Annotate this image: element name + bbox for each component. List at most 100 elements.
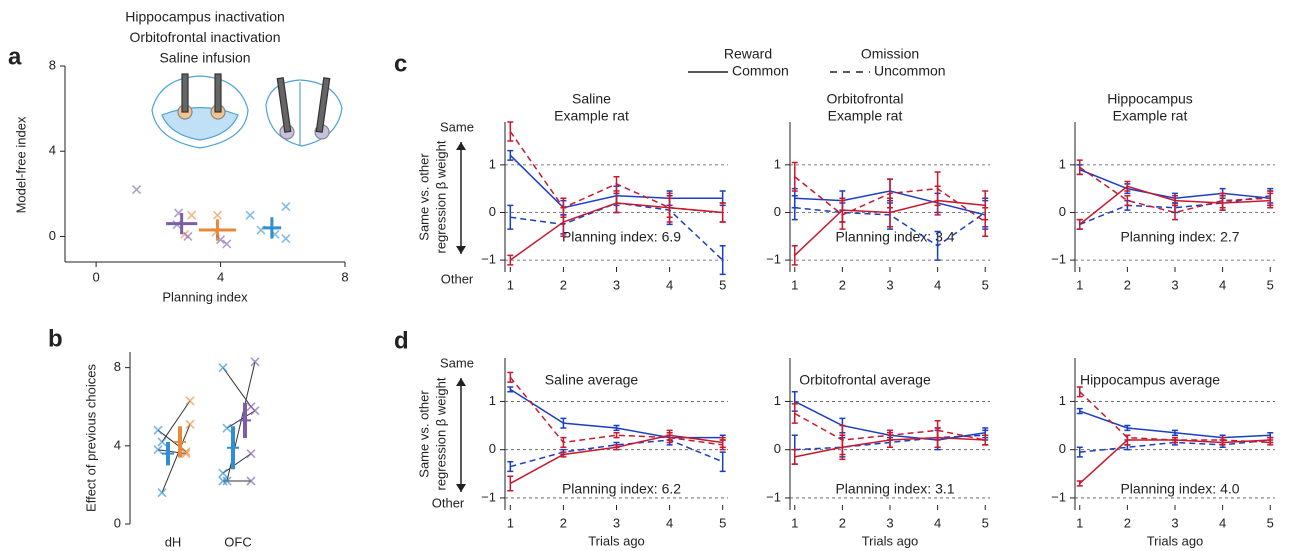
error-bar: [1124, 195, 1131, 207]
x-tick-label: 3: [1171, 515, 1178, 530]
pair-line: [222, 367, 252, 408]
error-bar: [1124, 424, 1131, 432]
cannula: [315, 77, 331, 133]
error-bar: [1267, 190, 1274, 207]
annotation: Planning index: 2.7: [1120, 229, 1239, 245]
annotation: Planning index: 6.9: [562, 229, 681, 245]
x-tick-label: 5: [1267, 277, 1274, 292]
y-tick-label: 1: [489, 156, 496, 171]
point: [181, 447, 191, 457]
error-bar: [507, 475, 514, 492]
point: [222, 423, 232, 433]
brain-region: [161, 106, 239, 141]
y-tick-label: −1: [1051, 489, 1066, 504]
point: [212, 210, 223, 220]
y-axis-label: regression β weight: [433, 140, 448, 253]
x-axis-label: Planning index: [162, 289, 248, 304]
error-bar: [791, 403, 798, 424]
error-bar: [507, 386, 514, 393]
x-tick-label: 3: [886, 515, 893, 530]
x-axis-label: Trials ago: [588, 533, 645, 548]
error-bar: [1076, 386, 1083, 398]
panel-label: b: [48, 325, 63, 352]
x-tick-label: 5: [719, 515, 726, 530]
x-tick-label: 4: [217, 269, 224, 284]
error-bar: [1172, 429, 1178, 436]
error-bar: [719, 245, 726, 276]
error-bar: [887, 429, 893, 441]
error-bar: [613, 432, 620, 439]
cannula: [276, 77, 292, 133]
arrow-label: Other: [441, 271, 474, 286]
error-bar: [1172, 436, 1178, 444]
error-bar: [613, 424, 620, 432]
x-tick-label: 1: [1076, 277, 1083, 292]
arrow-label: Same: [440, 119, 474, 134]
annotation: Planning index: 3.1: [835, 481, 954, 497]
error-bar: [887, 178, 893, 209]
error-bar: [791, 161, 798, 192]
point: [218, 363, 228, 373]
x-tick-label: 5: [982, 277, 989, 292]
error-bar: [1076, 218, 1083, 230]
legend-style-label: Uncommon: [874, 63, 946, 79]
point: [187, 210, 197, 220]
x-tick-label: 4: [666, 515, 673, 530]
error-bar: [791, 245, 798, 266]
point: [181, 449, 191, 459]
y-axis-label: Same vs. other: [416, 390, 431, 478]
error-bar: [1076, 159, 1083, 176]
x-tick-label: 2: [839, 277, 846, 292]
x-tick-label: 0: [92, 269, 99, 284]
y-tick-label: −1: [1051, 252, 1066, 267]
legend-label: Saline infusion: [159, 50, 250, 66]
x-tick-label: 2: [560, 277, 567, 292]
error-bar: [719, 451, 726, 473]
annotation: Planning index: 6.2: [562, 481, 681, 497]
x-tick-label: 5: [982, 515, 989, 530]
x-tick-label: 5: [1267, 515, 1274, 530]
point: [153, 425, 163, 435]
error-bar: [613, 192, 620, 214]
point: [157, 437, 167, 447]
x-axis-label: Trials ago: [862, 533, 919, 548]
error-bar: [1124, 180, 1131, 192]
y-tick-label: −1: [766, 252, 781, 267]
x-axis-label: Trials ago: [1147, 533, 1204, 548]
y-tick-label: −1: [481, 489, 496, 504]
x-tick-label: 1: [791, 515, 798, 530]
point: [222, 239, 232, 249]
series-line: [1079, 166, 1271, 214]
chart-title: Example rat: [828, 108, 903, 124]
x-tick-label: 2: [1124, 515, 1131, 530]
y-tick-label: 4: [114, 437, 121, 452]
point: [218, 468, 228, 478]
error-bar: [666, 432, 673, 444]
x-tick-label: 2: [1124, 277, 1131, 292]
error-bar: [791, 195, 798, 221]
series-line: [1079, 439, 1271, 485]
error-bar: [507, 204, 514, 230]
y-axis-label: Model-free index: [13, 116, 28, 213]
error-bar: [934, 171, 941, 207]
cannula: [214, 73, 222, 113]
y-tick-label: 1: [774, 393, 781, 408]
error-bar: [1172, 204, 1178, 221]
point: [281, 202, 291, 212]
y-tick-label: 8: [49, 57, 56, 72]
error-bar: [560, 451, 567, 458]
error-bar: [1076, 407, 1083, 415]
point: [185, 396, 195, 406]
chart-title: Saline average: [545, 372, 639, 388]
chart-title: Hippocampus: [1107, 91, 1193, 107]
error-bar: [613, 444, 620, 451]
error-bar: [1219, 192, 1226, 209]
x-tick-label: 4: [934, 515, 941, 530]
chart-title: Example rat: [554, 108, 629, 124]
point: [215, 235, 226, 245]
error-bar: [666, 192, 673, 223]
point: [131, 184, 142, 195]
error-bar: [507, 371, 514, 383]
